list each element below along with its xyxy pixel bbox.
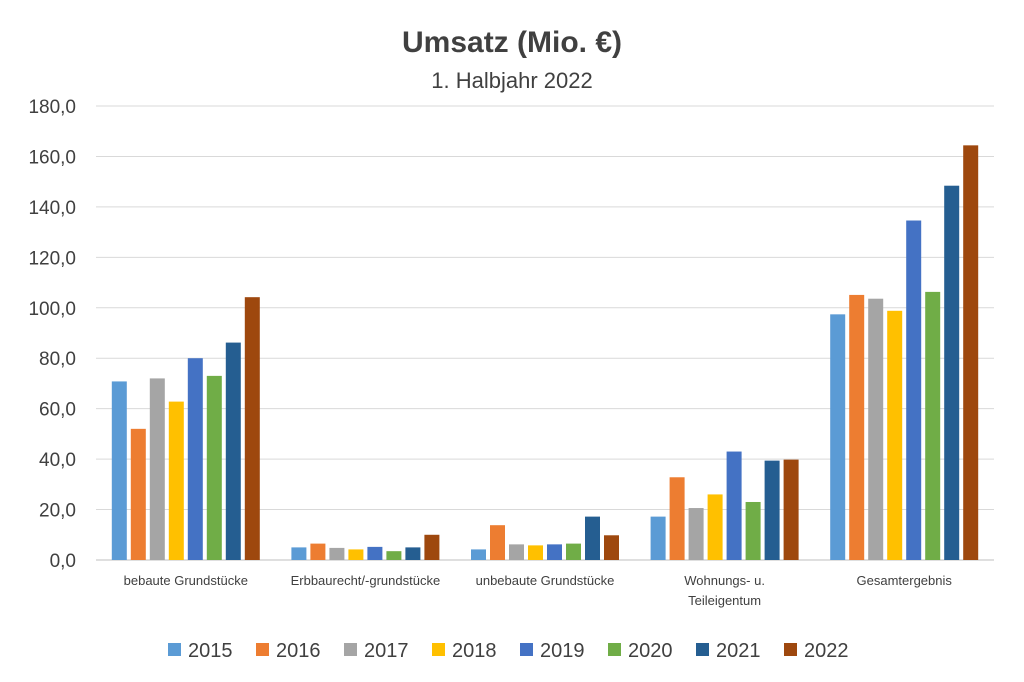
bar-2021 [764, 460, 780, 560]
bar-2015 [471, 549, 486, 560]
bar-2021 [585, 516, 600, 560]
legend-item-2016: 2016 [256, 640, 321, 662]
y-tick-label: 140,0 [28, 198, 76, 219]
bar-2019 [187, 358, 203, 560]
legend-item-2017: 2017 [344, 640, 409, 662]
y-tick-label: 60,0 [39, 400, 76, 421]
legend-label: 2021 [716, 640, 761, 662]
bar-2019 [547, 544, 562, 560]
bar-2017 [329, 547, 345, 560]
x-tick-label: unbebaute Grundstücke [476, 573, 615, 588]
legend-swatch [344, 643, 357, 656]
bar-2021 [225, 342, 241, 560]
bars [111, 145, 979, 561]
legend-item-2020: 2020 [608, 640, 673, 662]
bar-2020 [566, 543, 581, 560]
bar-2017 [868, 298, 884, 560]
bar-2019 [367, 546, 383, 560]
bar-2017 [688, 508, 704, 560]
bar-2018 [348, 549, 364, 560]
bar-2018 [168, 401, 184, 560]
y-tick-label: 80,0 [39, 349, 76, 370]
y-tick-label: 100,0 [28, 299, 76, 320]
legend-swatch [608, 643, 621, 656]
x-axis-ticks: bebaute Grundstücke Erbbaurecht/-grundstü… [124, 573, 953, 608]
bar-2016 [849, 294, 865, 560]
y-tick-label: 40,0 [39, 450, 76, 471]
y-tick-label: 20,0 [39, 501, 76, 522]
bar-2019 [906, 220, 922, 560]
x-tick-label: Erbbaurecht/-grundstücke [291, 573, 441, 588]
legend-item-2022: 2022 [784, 640, 849, 662]
bar-2021 [405, 547, 421, 560]
legend-swatch [256, 643, 269, 656]
legend-item-2021: 2021 [696, 640, 761, 662]
y-tick-label: 160,0 [28, 147, 76, 168]
bar-2019 [726, 451, 742, 560]
bar-2015 [111, 381, 127, 560]
bar-2018 [887, 310, 903, 560]
legend-label: 2019 [540, 640, 585, 662]
y-tick-label: 120,0 [28, 248, 76, 269]
bar-2020 [206, 375, 222, 560]
bar-2018 [528, 545, 543, 560]
legend-item-2019: 2019 [520, 640, 585, 662]
bar-2022 [424, 534, 440, 560]
bar-2016 [490, 525, 505, 560]
x-tick-label: Wohnungs- u. Teileigentum [684, 573, 765, 608]
bar-2015 [650, 516, 666, 560]
legend-item-2015: 2015 [168, 640, 233, 662]
bar-2018 [707, 494, 723, 560]
bar-2015 [830, 314, 846, 560]
legend-label: 2022 [804, 640, 849, 662]
chart-subtitle: 1. Halbjahr 2022 [431, 68, 592, 93]
legend-swatch [520, 643, 533, 656]
legend-label: 2016 [276, 640, 321, 662]
legend-label: 2020 [628, 640, 673, 662]
legend-item-2018: 2018 [432, 640, 497, 662]
legend-label: 2015 [188, 640, 233, 662]
chart-title: Umsatz (Mio. €) [402, 26, 622, 59]
y-axis-ticks: 0,0 20,0 40,0 60,0 80,0 100,0 120,0 140,0 160,0 1… [28, 97, 76, 572]
bar-2022 [604, 535, 619, 560]
legend-swatch [696, 643, 709, 656]
x-tick-label: Gesamtergebnis [857, 573, 953, 588]
bar-2016 [310, 543, 326, 560]
x-tick-label: bebaute Grundstücke [124, 573, 248, 588]
legend-swatch [784, 643, 797, 656]
y-tick-label: 0,0 [50, 551, 76, 572]
bar-2020 [386, 551, 402, 560]
bar-2020 [925, 291, 941, 560]
bar-2016 [669, 477, 685, 560]
bar-2021 [944, 185, 960, 561]
bar-2022 [963, 145, 979, 560]
bar-2017 [149, 378, 165, 560]
legend-label: 2017 [364, 640, 409, 662]
bar-2022 [783, 459, 799, 560]
legend-swatch [168, 643, 181, 656]
legend-label: 2018 [452, 640, 497, 662]
legend-swatch [432, 643, 445, 656]
y-tick-label: 180,0 [28, 97, 76, 118]
bar-2022 [244, 297, 260, 560]
bar-2017 [509, 544, 524, 560]
bar-2020 [745, 501, 761, 560]
bar-2015 [291, 547, 307, 560]
bar-2016 [130, 428, 146, 560]
legend: 2015 2016 2017 2018 2019 2020 2021 2022 [168, 640, 849, 662]
